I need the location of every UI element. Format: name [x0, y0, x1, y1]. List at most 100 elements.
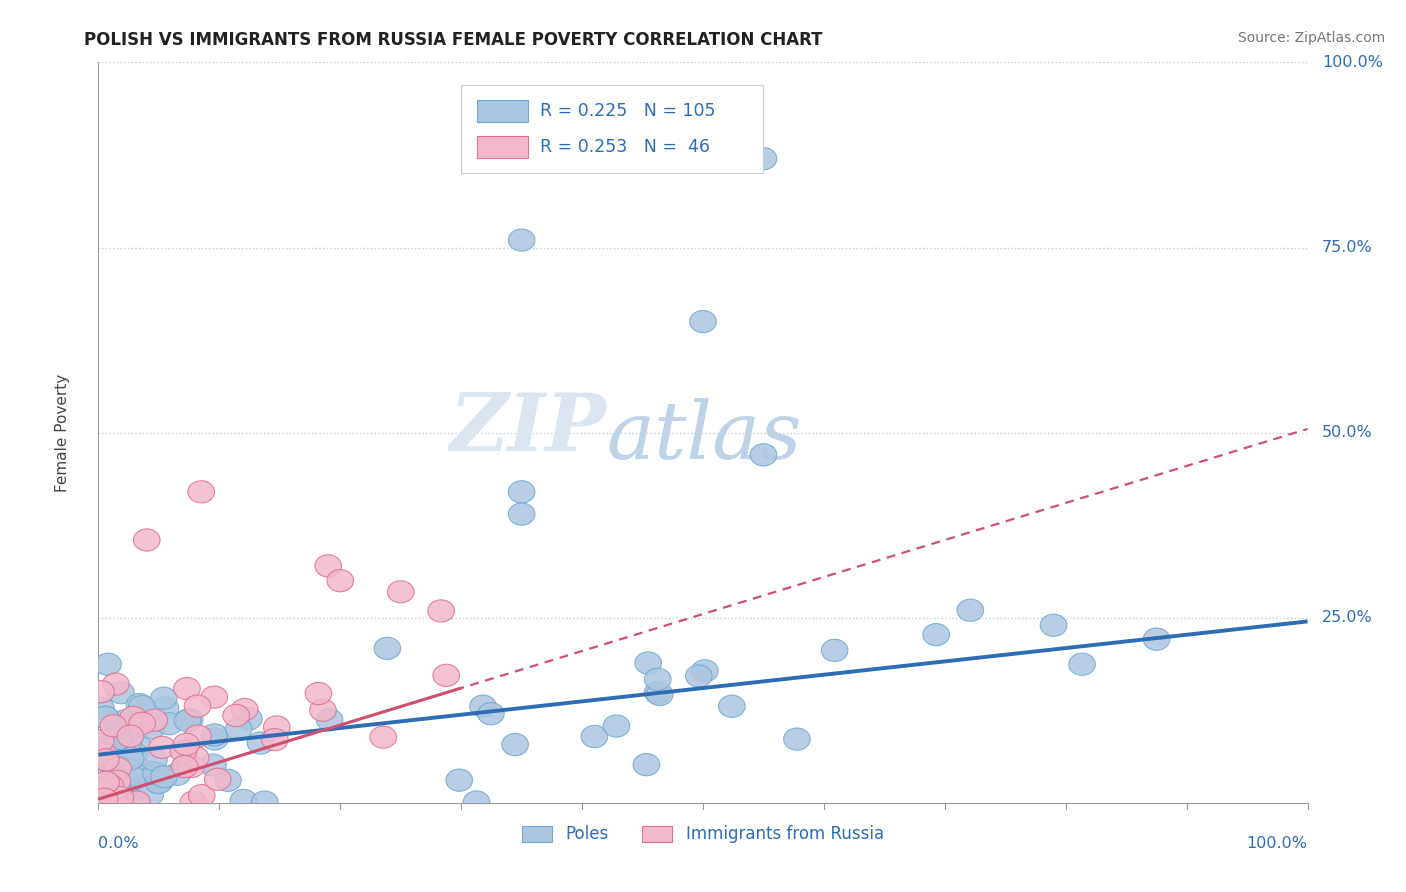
- Ellipse shape: [127, 693, 153, 715]
- Ellipse shape: [104, 791, 129, 814]
- Ellipse shape: [478, 703, 505, 725]
- Ellipse shape: [174, 678, 200, 699]
- Ellipse shape: [633, 754, 659, 776]
- Ellipse shape: [374, 637, 401, 659]
- Ellipse shape: [93, 748, 120, 771]
- Ellipse shape: [370, 726, 396, 748]
- Ellipse shape: [115, 774, 142, 797]
- Ellipse shape: [96, 774, 122, 797]
- Ellipse shape: [129, 712, 156, 734]
- Ellipse shape: [98, 725, 124, 747]
- Ellipse shape: [141, 762, 167, 784]
- Ellipse shape: [107, 715, 132, 738]
- Ellipse shape: [751, 147, 776, 169]
- Ellipse shape: [87, 698, 114, 719]
- Ellipse shape: [89, 740, 115, 763]
- Ellipse shape: [112, 784, 139, 806]
- Ellipse shape: [603, 714, 630, 737]
- Ellipse shape: [644, 668, 671, 690]
- Ellipse shape: [141, 748, 167, 771]
- Ellipse shape: [388, 581, 413, 603]
- Text: 75.0%: 75.0%: [1322, 240, 1372, 255]
- Ellipse shape: [124, 732, 150, 755]
- Text: Source: ZipAtlas.com: Source: ZipAtlas.com: [1237, 31, 1385, 45]
- Ellipse shape: [118, 791, 145, 814]
- Ellipse shape: [87, 681, 114, 703]
- Ellipse shape: [107, 787, 134, 809]
- Ellipse shape: [104, 757, 131, 780]
- Ellipse shape: [470, 695, 496, 717]
- Ellipse shape: [922, 624, 949, 646]
- Ellipse shape: [89, 744, 115, 766]
- Text: 50.0%: 50.0%: [1322, 425, 1372, 440]
- Ellipse shape: [121, 743, 148, 764]
- Ellipse shape: [117, 791, 142, 814]
- Ellipse shape: [97, 775, 124, 797]
- Ellipse shape: [184, 695, 211, 717]
- Ellipse shape: [90, 743, 117, 765]
- Ellipse shape: [103, 673, 129, 695]
- Ellipse shape: [117, 742, 143, 764]
- Ellipse shape: [222, 705, 249, 727]
- Text: 0.0%: 0.0%: [98, 836, 139, 851]
- Text: 100.0%: 100.0%: [1322, 55, 1384, 70]
- Ellipse shape: [93, 706, 120, 729]
- Ellipse shape: [103, 791, 129, 814]
- Ellipse shape: [690, 310, 716, 333]
- Ellipse shape: [91, 706, 118, 729]
- Ellipse shape: [93, 772, 120, 793]
- Ellipse shape: [231, 789, 257, 812]
- Ellipse shape: [128, 696, 155, 718]
- Ellipse shape: [201, 686, 228, 708]
- Ellipse shape: [91, 789, 118, 811]
- Text: POLISH VS IMMIGRANTS FROM RUSSIA FEMALE POVERTY CORRELATION CHART: POLISH VS IMMIGRANTS FROM RUSSIA FEMALE …: [84, 31, 823, 49]
- Ellipse shape: [165, 764, 190, 785]
- Ellipse shape: [141, 709, 167, 731]
- Ellipse shape: [111, 710, 138, 732]
- Ellipse shape: [91, 790, 118, 813]
- Ellipse shape: [305, 682, 332, 705]
- Ellipse shape: [86, 791, 112, 814]
- Ellipse shape: [201, 723, 228, 746]
- Ellipse shape: [94, 653, 121, 675]
- Ellipse shape: [134, 764, 160, 786]
- Ellipse shape: [636, 652, 661, 674]
- Ellipse shape: [1143, 628, 1170, 650]
- Ellipse shape: [751, 443, 776, 466]
- Ellipse shape: [262, 729, 288, 751]
- Ellipse shape: [463, 791, 489, 814]
- Ellipse shape: [103, 756, 129, 779]
- FancyBboxPatch shape: [477, 136, 527, 158]
- Ellipse shape: [121, 791, 148, 814]
- Ellipse shape: [509, 481, 534, 503]
- Ellipse shape: [114, 740, 141, 763]
- Ellipse shape: [87, 730, 114, 752]
- Text: R = 0.225   N = 105: R = 0.225 N = 105: [540, 103, 716, 120]
- Ellipse shape: [783, 728, 810, 750]
- Text: ZIP: ZIP: [450, 390, 606, 467]
- Ellipse shape: [509, 503, 534, 525]
- Ellipse shape: [120, 706, 146, 729]
- Ellipse shape: [581, 725, 607, 747]
- Ellipse shape: [115, 731, 142, 753]
- Ellipse shape: [121, 767, 148, 789]
- Ellipse shape: [225, 718, 252, 740]
- Ellipse shape: [124, 791, 150, 814]
- Ellipse shape: [117, 725, 143, 747]
- Text: R = 0.253   N =  46: R = 0.253 N = 46: [540, 138, 710, 156]
- Ellipse shape: [111, 791, 138, 814]
- Ellipse shape: [118, 757, 145, 780]
- Ellipse shape: [156, 713, 183, 735]
- Ellipse shape: [111, 791, 138, 814]
- Ellipse shape: [104, 770, 131, 792]
- Ellipse shape: [692, 660, 718, 681]
- Text: atlas: atlas: [606, 398, 801, 475]
- Ellipse shape: [150, 687, 177, 709]
- Ellipse shape: [101, 791, 128, 814]
- Ellipse shape: [98, 732, 125, 755]
- Legend: Poles, Immigrants from Russia: Poles, Immigrants from Russia: [516, 819, 890, 850]
- Ellipse shape: [97, 752, 124, 774]
- Ellipse shape: [184, 725, 211, 747]
- Ellipse shape: [101, 762, 128, 784]
- Ellipse shape: [309, 699, 336, 722]
